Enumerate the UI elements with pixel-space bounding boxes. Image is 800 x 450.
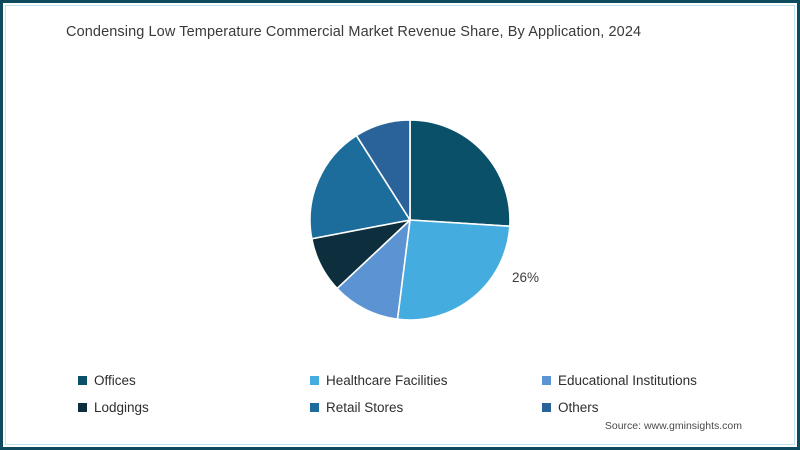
pie-slice[interactable] — [396, 219, 511, 321]
legend-swatch-icon — [542, 376, 551, 385]
pie-slice[interactable] — [409, 119, 511, 228]
legend-item-label: Others — [558, 400, 599, 415]
pie-slice[interactable] — [309, 134, 411, 240]
legend-row: Lodgings Retail Stores Others — [78, 394, 738, 421]
legend-swatch-icon — [542, 403, 551, 412]
pie-slice[interactable] — [336, 219, 411, 321]
legend: Offices Healthcare Facilities Educationa… — [78, 367, 738, 421]
legend-item-offices[interactable]: Offices — [78, 373, 310, 388]
legend-swatch-icon — [78, 403, 87, 412]
legend-swatch-icon — [310, 376, 319, 385]
page-title: Condensing Low Temperature Commercial Ma… — [66, 24, 642, 40]
legend-swatch-icon — [310, 403, 319, 412]
legend-item-retail-stores[interactable]: Retail Stores — [310, 400, 542, 415]
legend-item-label: Educational Institutions — [558, 373, 697, 388]
slice-percent-callout: 26% — [512, 270, 540, 285]
source-attribution: Source: www.gminsights.com — [604, 420, 742, 432]
legend-item-lodgings[interactable]: Lodgings — [78, 400, 310, 415]
legend-item-healthcare-facilities[interactable]: Healthcare Facilities — [310, 373, 542, 388]
pie-slice[interactable] — [355, 119, 411, 221]
legend-item-others[interactable]: Others — [542, 400, 738, 415]
legend-swatch-icon — [78, 376, 87, 385]
pie-chart — [300, 110, 520, 330]
legend-item-label: Healthcare Facilities — [326, 373, 448, 388]
legend-item-label: Offices — [94, 373, 136, 388]
legend-row: Offices Healthcare Facilities Educationa… — [78, 367, 738, 394]
legend-item-label: Retail Stores — [326, 400, 404, 415]
legend-item-label: Lodgings — [94, 400, 149, 415]
pie-chart-svg — [309, 119, 511, 321]
legend-item-educational-institutions[interactable]: Educational Institutions — [542, 373, 738, 388]
